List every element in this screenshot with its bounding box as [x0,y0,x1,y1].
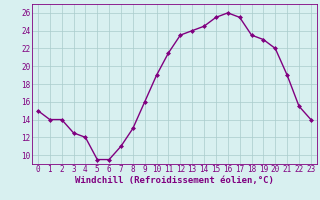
X-axis label: Windchill (Refroidissement éolien,°C): Windchill (Refroidissement éolien,°C) [75,176,274,185]
